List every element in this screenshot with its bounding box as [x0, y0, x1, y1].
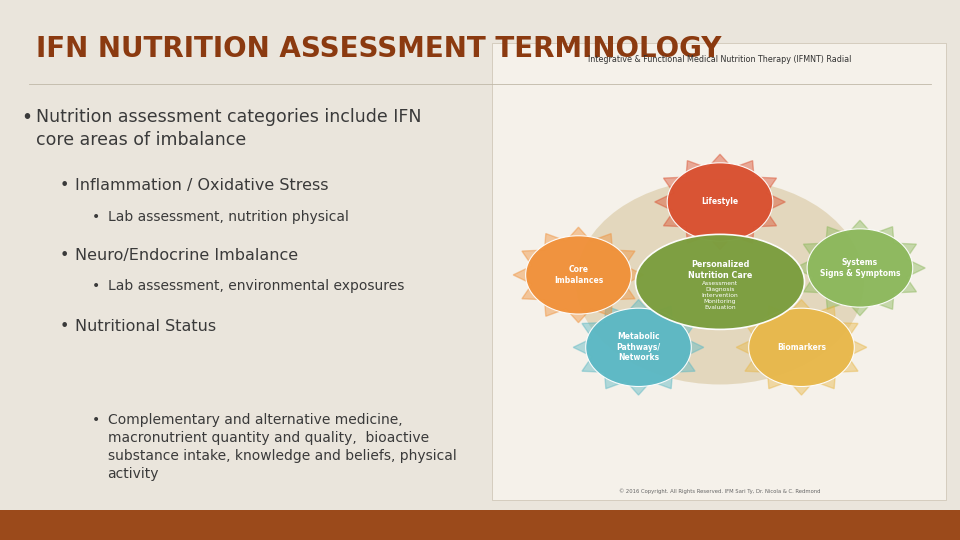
Text: © 2016 Copyright. All Rights Reserved. IFM Sari Ty, Dr. Nicola & C. Redmond: © 2016 Copyright. All Rights Reserved. I…	[619, 489, 821, 494]
Text: •: •	[60, 319, 69, 334]
Text: Nutrition assessment categories include IFN
core areas of imbalance: Nutrition assessment categories include …	[36, 108, 422, 149]
Text: Inflammation / Oxidative Stress: Inflammation / Oxidative Stress	[75, 178, 328, 193]
Ellipse shape	[576, 179, 864, 384]
Text: Integrative & Functional Medical Nutrition Therapy (IFMNT) Radial: Integrative & Functional Medical Nutriti…	[588, 55, 852, 64]
Ellipse shape	[667, 163, 773, 241]
Circle shape	[636, 234, 804, 329]
Text: Biomarkers: Biomarkers	[777, 343, 826, 352]
Text: Lab assessment, environmental exposures: Lab assessment, environmental exposures	[108, 279, 404, 293]
Ellipse shape	[526, 236, 632, 314]
Text: •: •	[60, 248, 69, 264]
Text: IFN NUTRITION ASSESSMENT TERMINOLOGY: IFN NUTRITION ASSESSMENT TERMINOLOGY	[36, 35, 722, 63]
Text: Systems
Signs & Symptoms: Systems Signs & Symptoms	[820, 258, 900, 278]
Text: •: •	[92, 279, 101, 293]
Text: •: •	[92, 210, 101, 224]
Text: Assessment
Diagnosis
Intervention
Monitoring
Evaluation: Assessment Diagnosis Intervention Monito…	[702, 281, 738, 310]
Text: •: •	[60, 178, 69, 193]
Text: Personalized
Nutrition Care: Personalized Nutrition Care	[687, 260, 753, 280]
Text: •: •	[92, 413, 101, 427]
FancyBboxPatch shape	[492, 43, 946, 500]
Text: Lab assessment, nutrition physical: Lab assessment, nutrition physical	[108, 210, 348, 224]
Text: Core
Imbalances: Core Imbalances	[554, 265, 603, 285]
Ellipse shape	[807, 229, 913, 307]
Polygon shape	[736, 300, 867, 395]
Text: •: •	[21, 108, 33, 127]
Text: Neuro/Endocrine Imbalance: Neuro/Endocrine Imbalance	[75, 248, 298, 264]
Polygon shape	[795, 220, 925, 316]
Text: Complementary and alternative medicine,
macronutrient quantity and quality,  bio: Complementary and alternative medicine, …	[108, 413, 456, 481]
Text: Nutritional Status: Nutritional Status	[75, 319, 216, 334]
Polygon shape	[655, 154, 785, 249]
Text: Metabolic
Pathways/
Networks: Metabolic Pathways/ Networks	[616, 333, 660, 362]
Bar	[0, 510, 960, 540]
Ellipse shape	[586, 308, 691, 387]
Polygon shape	[514, 227, 644, 323]
Polygon shape	[573, 300, 704, 395]
Ellipse shape	[749, 308, 854, 387]
Text: Lifestyle: Lifestyle	[702, 198, 738, 206]
